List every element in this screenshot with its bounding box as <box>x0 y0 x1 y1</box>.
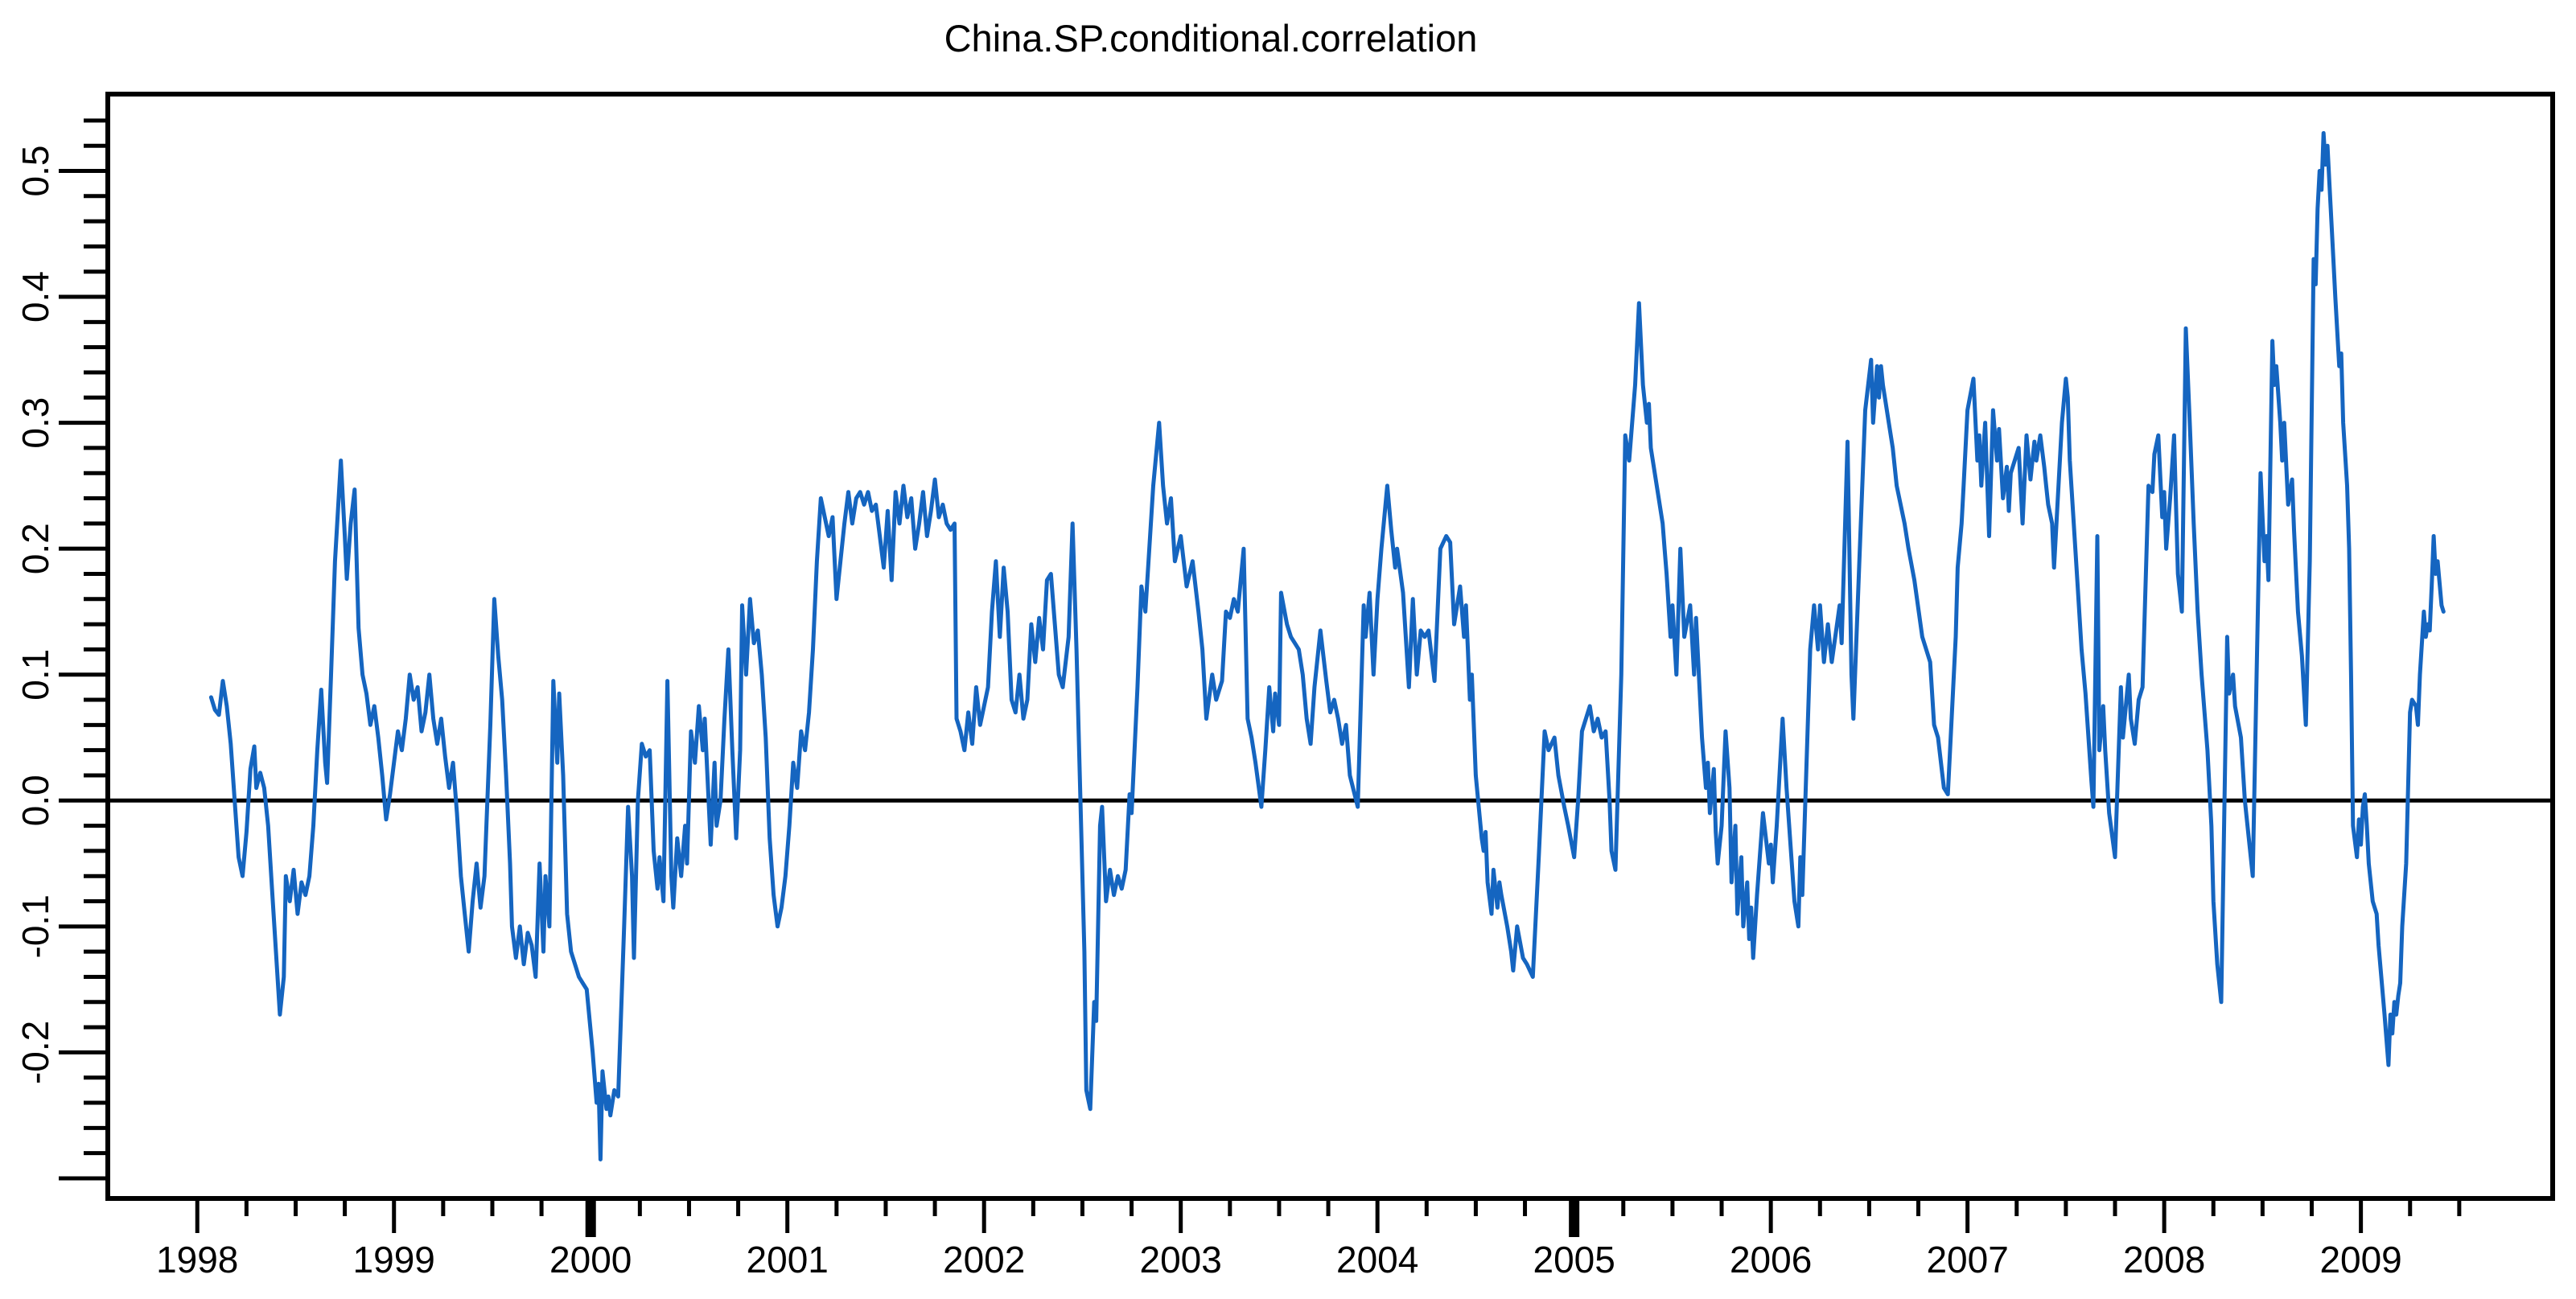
x-tick-label: 1998 <box>156 1239 238 1281</box>
y-tick-label: -0.2 <box>14 1021 56 1084</box>
x-tick-label: 2001 <box>747 1239 829 1281</box>
x-tick-label: 2007 <box>1926 1239 2008 1281</box>
y-tick-label: 0.5 <box>14 146 56 197</box>
x-axis-tick-labels: 1998 1999 2000 2001 2002 2003 2004 2005 2006 2007… <box>156 1239 2402 1281</box>
y-tick-label: -0.1 <box>14 894 56 958</box>
x-tick-label: 2004 <box>1336 1239 1418 1281</box>
y-tick-label: 0.2 <box>14 523 56 574</box>
chart-title: China.SP.conditional.correlation <box>944 17 1478 60</box>
y-tick-label: 0.3 <box>14 397 56 449</box>
y-tick-label: 0.4 <box>14 271 56 323</box>
y-axis-major-ticks <box>59 168 108 1181</box>
x-tick-label: 1999 <box>353 1239 435 1281</box>
x-tick-label: 2009 <box>2319 1239 2401 1281</box>
y-tick-label: 0.0 <box>14 775 56 826</box>
x-axis-minor-ticks <box>244 1198 2462 1216</box>
series-line-china-sp-correlation <box>208 131 2446 1161</box>
plot-border-box <box>105 92 2555 1201</box>
y-axis-tick-labels: -0.2 -0.1 0.0 0.1 0.2 0.3 0.4 0.5 <box>14 146 56 1085</box>
y-tick-label: 0.1 <box>14 649 56 701</box>
x-tick-label: 2008 <box>2123 1239 2205 1281</box>
x-tick-label: 2000 <box>549 1239 632 1281</box>
x-tick-label: 2005 <box>1533 1239 1615 1281</box>
x-axis-major-ticks <box>195 1198 2364 1237</box>
x-tick-label: 2006 <box>1730 1239 1812 1281</box>
x-tick-label: 2003 <box>1140 1239 1222 1281</box>
y-axis-minor-ticks <box>84 118 108 1156</box>
x-tick-label: 2002 <box>943 1239 1025 1281</box>
